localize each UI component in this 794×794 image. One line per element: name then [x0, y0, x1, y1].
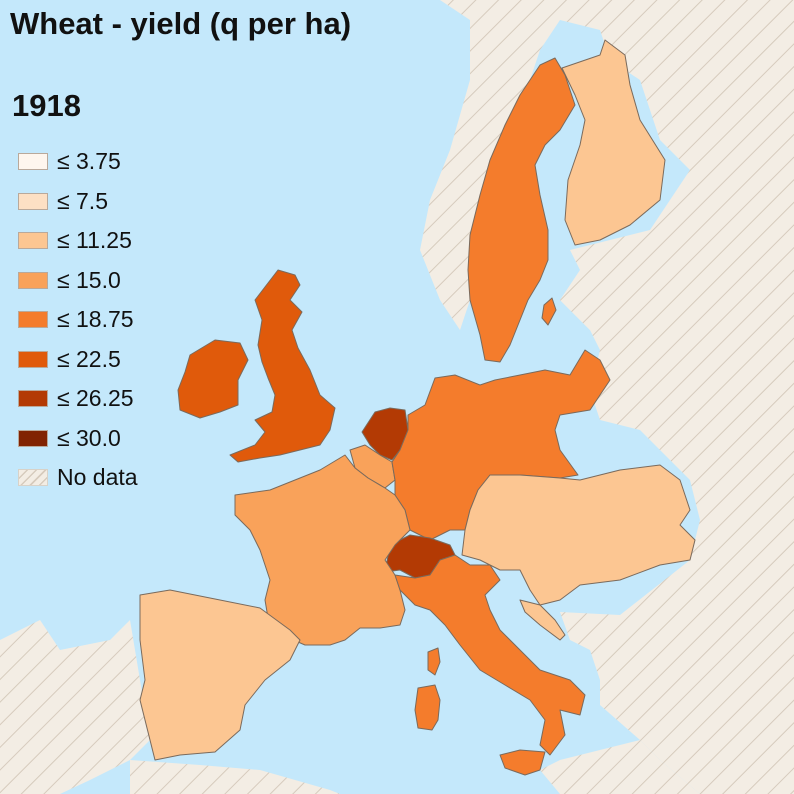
legend-item: ≤ 7.5: [18, 182, 138, 222]
legend-label: ≤ 7.5: [57, 187, 108, 214]
countries: [139, 39, 696, 776]
legend-swatch-no-data: [18, 469, 48, 487]
legend-swatch: [18, 390, 48, 408]
legend-swatch: [18, 311, 48, 329]
legend-item: ≤ 30.0: [18, 419, 138, 459]
legend-label: ≤ 15.0: [57, 266, 121, 293]
legend-swatch: [18, 350, 48, 368]
legend: ≤ 3.75 ≤ 7.5 ≤ 11.25 ≤ 15.0 ≤ 18.75 ≤ 22…: [18, 142, 138, 498]
gotland: [541, 297, 557, 326]
legend-swatch: [18, 153, 48, 171]
legend-label: ≤ 30.0: [57, 424, 121, 451]
sweden: [467, 57, 576, 363]
legend-label: ≤ 18.75: [57, 306, 134, 333]
legend-swatch: [18, 232, 48, 250]
legend-label: ≤ 22.5: [57, 345, 121, 372]
sicily: [499, 749, 546, 776]
legend-label: ≤ 26.25: [57, 385, 134, 412]
year-label: 1918: [12, 88, 81, 123]
legend-item: ≤ 22.5: [18, 340, 138, 380]
legend-label: No data: [57, 464, 138, 491]
legend-item: ≤ 26.25: [18, 379, 138, 419]
great-britain: [229, 269, 336, 463]
legend-item: ≤ 3.75: [18, 142, 138, 182]
legend-swatch: [18, 271, 48, 289]
legend-item: ≤ 15.0: [18, 261, 138, 301]
austria-hungary: [461, 464, 696, 606]
legend-swatch: [18, 192, 48, 210]
balkan-coast: [519, 599, 566, 641]
legend-label: ≤ 3.75: [57, 148, 121, 175]
legend-label: ≤ 11.25: [57, 227, 132, 254]
legend-swatch: [18, 429, 48, 447]
legend-item: ≤ 11.25: [18, 221, 138, 261]
corsica: [427, 647, 441, 676]
sardinia: [414, 684, 441, 731]
netherlands: [361, 407, 409, 461]
legend-item: ≤ 18.75: [18, 300, 138, 340]
ireland: [177, 339, 249, 419]
map-title: Wheat - yield (q per ha): [10, 6, 352, 41]
finland: [561, 39, 666, 246]
spain: [139, 589, 301, 761]
italy: [394, 554, 586, 756]
legend-item: No data: [18, 458, 138, 498]
